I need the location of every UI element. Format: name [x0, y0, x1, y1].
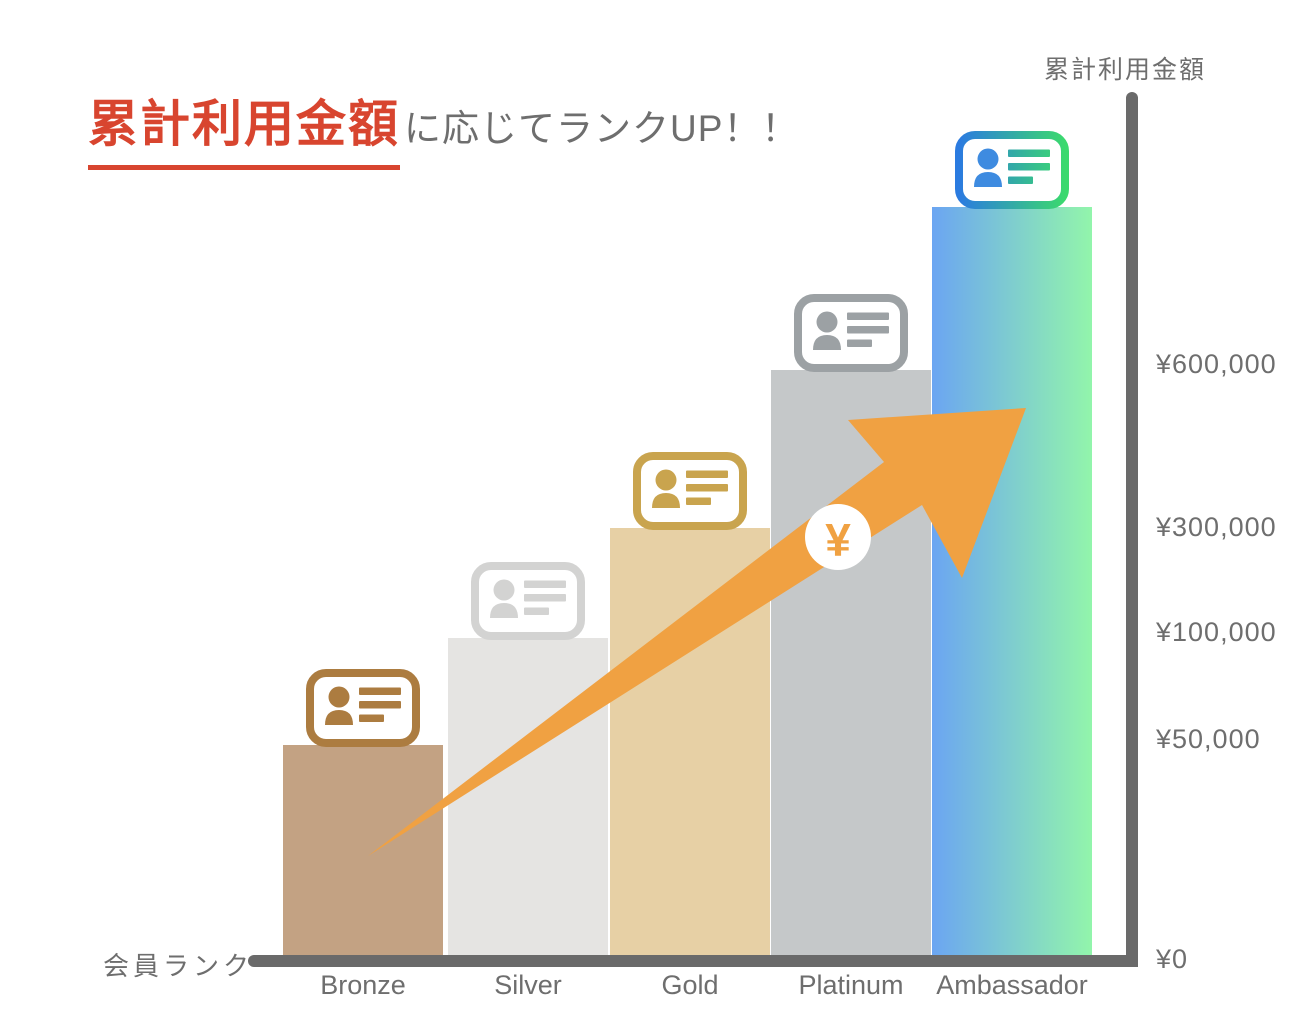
y-tick-label: ¥50,000	[1156, 724, 1261, 754]
yen-symbol: ¥	[825, 514, 851, 566]
membership-card-icon-ambassador	[954, 130, 1070, 210]
bar-bronze	[283, 745, 443, 955]
membership-card-icon-silver	[470, 561, 586, 641]
y-tick-label: ¥0	[1156, 944, 1189, 974]
y-axis-title: 累計利用金額	[1044, 56, 1207, 84]
x-label-silver: Silver	[494, 970, 562, 1000]
y-tick-label: ¥100,000	[1156, 617, 1277, 647]
membership-card-icon-gold	[632, 451, 748, 531]
membership-card-icon-bronze	[305, 668, 421, 748]
y-tick-label: ¥600,000	[1156, 349, 1277, 379]
membership-card-icon-platinum	[793, 293, 909, 373]
x-axis-title: 会員ランク	[103, 951, 254, 981]
y-axis-line	[1126, 92, 1138, 967]
x-axis-line	[248, 955, 1138, 967]
bar-ambassador	[932, 207, 1092, 955]
yen-coin-icon: ¥	[805, 504, 871, 570]
y-tick-label: ¥300,000	[1156, 512, 1277, 542]
x-label-ambassador: Ambassador	[936, 970, 1088, 1000]
x-label-gold: Gold	[661, 970, 719, 1000]
bar-silver	[448, 638, 608, 955]
title-rest-text: に応じてランクUP！！	[404, 108, 800, 149]
x-label-platinum: Platinum	[798, 970, 904, 1000]
page-title: 累計利用金額 に応じてランクUP！！	[88, 84, 799, 170]
title-highlighted-text: 累計利用金額	[88, 84, 400, 170]
x-label-bronze: Bronze	[320, 970, 406, 1000]
